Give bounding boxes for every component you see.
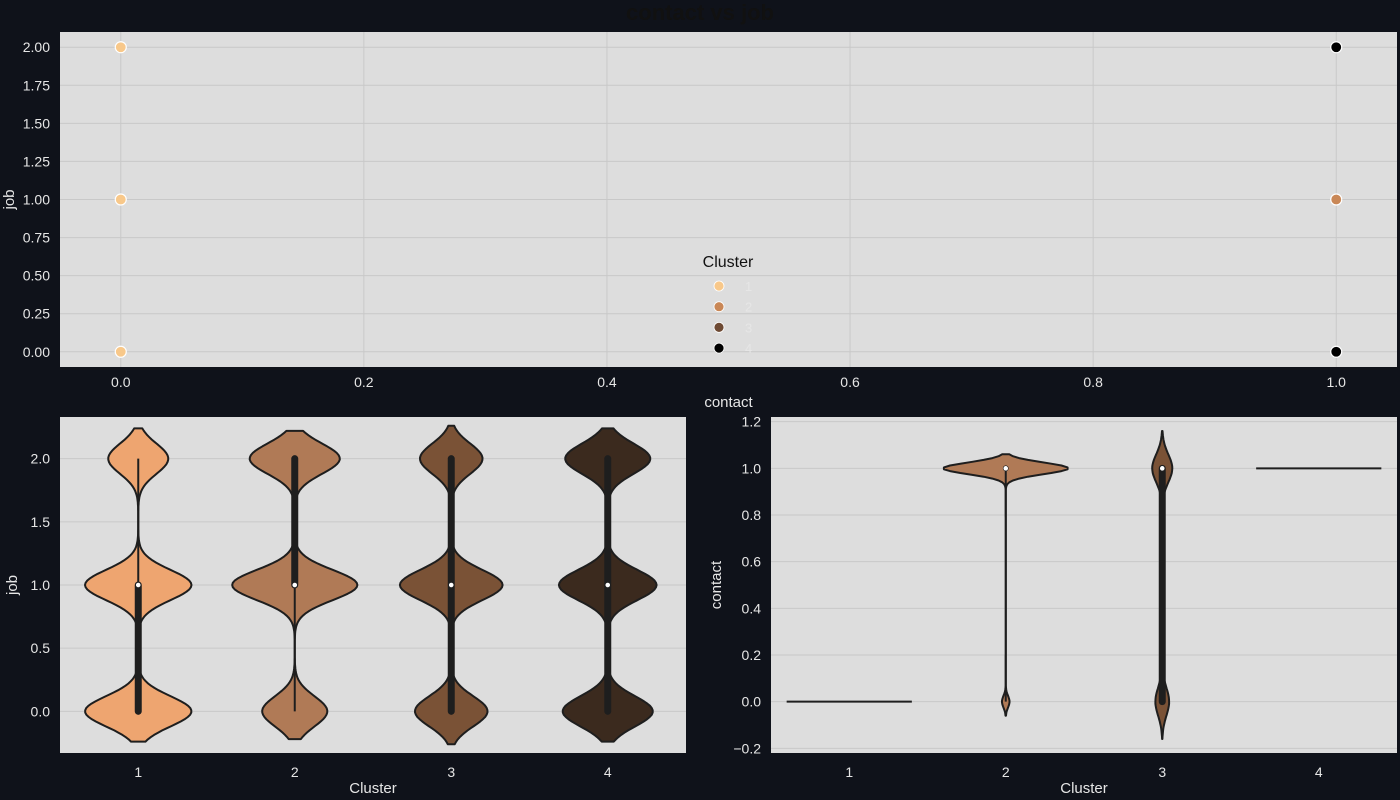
scatter-point: [114, 345, 127, 358]
violin-contact-y-axis-label: contact: [708, 560, 725, 609]
scatter-point: [1330, 345, 1343, 358]
violin-median-4: [604, 582, 611, 588]
scatter-y-tick-label: 1.00: [23, 192, 50, 208]
violin-contact-x-tick-label: 4: [1315, 764, 1323, 780]
violin-contact-y-tick-label: −0.2: [733, 740, 761, 756]
violin-job-y-tick-label: 0.0: [31, 703, 51, 719]
violin-job-x-tick-label: 1: [134, 764, 142, 780]
violin-job-y-axis-label: job: [4, 575, 21, 596]
scatter-x-tick-label: 0.4: [597, 374, 617, 390]
scatter-x-tick-label: 0.0: [111, 374, 131, 390]
figure-title: contact vs job: [626, 0, 774, 25]
scatter-point: [114, 41, 127, 54]
violin-contact-y-tick-label: 1.0: [742, 460, 762, 476]
legend-label: 4: [745, 341, 752, 356]
violin-contact-y-tick-label: 0.0: [742, 694, 762, 710]
scatter-y-tick-label: 0.00: [23, 344, 50, 360]
violin-median-2: [291, 582, 298, 588]
violin-median-3: [1159, 465, 1166, 472]
violin-contact-y-tick-label: 0.8: [742, 507, 762, 523]
scatter-x-tick-label: 0.2: [354, 374, 374, 390]
legend-title: Cluster: [703, 254, 754, 271]
violin-job-panel: 0.0 0.5 1.0 1.5 2.0 1 2 3 4 Cluster job: [4, 417, 686, 797]
scatter-point: [1330, 193, 1343, 206]
violin-job-x-axis-label: Cluster: [349, 780, 397, 797]
legend-label: 3: [745, 320, 752, 335]
violin-contact-x-tick-label: 1: [845, 764, 853, 780]
scatter-y-tick-label: 0.25: [23, 306, 50, 322]
legend-label: 1: [745, 279, 752, 294]
scatter-point: [1330, 41, 1343, 54]
legend-marker: [713, 280, 725, 292]
violin-contact-x-tick-label: 3: [1158, 764, 1166, 780]
violin-contact-x-axis-label: Cluster: [1060, 780, 1108, 797]
scatter-y-tick-label: 1.25: [23, 153, 50, 169]
scatter-x-axis-label: contact: [704, 394, 753, 411]
legend-marker: [713, 342, 725, 354]
violin-job-y-tick-label: 0.5: [31, 640, 51, 656]
scatter-x-tick-label: 0.8: [1083, 374, 1103, 390]
violin-job-x-tick-label: 4: [604, 764, 612, 780]
legend-label: 2: [745, 300, 752, 315]
violin-contact-panel: −0.2 0.0 0.2 0.4 0.6 0.8 1.0 1.2 1 2 3 4 Cluster cont…: [708, 414, 1397, 797]
violin-contact-x-tick-label: 2: [1002, 764, 1010, 780]
violin-contact-plot-area: [771, 417, 1397, 753]
scatter-y-tick-label: 0.75: [23, 230, 50, 246]
legend-marker: [713, 301, 725, 313]
scatter-x-tick-label: 0.6: [840, 374, 860, 390]
violin-median-2: [1002, 465, 1009, 472]
violin-job-y-tick-label: 2.0: [31, 451, 51, 467]
violin-contact-y-tick-label: 0.4: [742, 600, 762, 616]
scatter-y-tick-label: 0.50: [23, 268, 50, 284]
scatter-panel: 0.0 0.2 0.4 0.6 0.8 1.0 0.00 0.25 0.50 0.75 1.00 1.…: [1, 32, 1397, 411]
violin-median-1: [135, 582, 142, 588]
scatter-point: [114, 193, 127, 206]
scatter-y-tick-label: 1.50: [23, 115, 50, 131]
scatter-y-axis-label: job: [1, 189, 18, 210]
scatter-x-tick-label: 1.0: [1326, 374, 1346, 390]
violin-contact-y-tick-label: 0.2: [742, 647, 762, 663]
violin-job-y-tick-label: 1.5: [31, 514, 51, 530]
violin-median-3: [448, 582, 455, 588]
scatter-y-tick-label: 1.75: [23, 77, 50, 93]
scatter-y-tick-label: 2.00: [23, 39, 50, 55]
violin-job-x-tick-label: 3: [447, 764, 455, 780]
violin-contact-y-tick-label: 0.6: [742, 554, 762, 570]
violin-contact-y-tick-label: 1.2: [742, 414, 762, 430]
violin-job-y-tick-label: 1.0: [31, 577, 51, 593]
legend-marker: [713, 321, 725, 333]
violin-job-x-tick-label: 2: [291, 764, 299, 780]
